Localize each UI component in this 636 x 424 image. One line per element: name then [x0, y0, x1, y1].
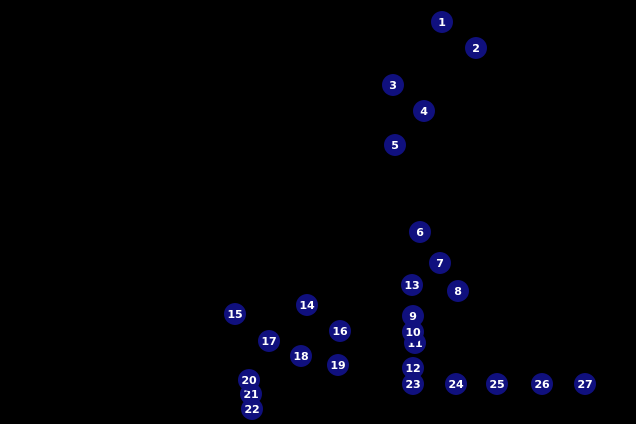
- graph-node-label: 27: [577, 377, 593, 391]
- graph-node-label: 16: [332, 324, 348, 338]
- graph-node-label: 3: [389, 78, 397, 92]
- graph-node[interactable]: 25: [486, 373, 508, 395]
- graph-node[interactable]: 4: [413, 100, 435, 122]
- graph-node-label: 9: [409, 309, 417, 323]
- graph-node-label: 5: [391, 138, 399, 152]
- graph-node-label: 6: [416, 225, 424, 239]
- graph-node-label: 4: [420, 104, 428, 118]
- graph-node[interactable]: 5: [384, 134, 406, 156]
- graph-node[interactable]: 10: [402, 321, 424, 343]
- graph-node[interactable]: 19: [327, 354, 349, 376]
- graph-node-label: 7: [436, 256, 444, 270]
- graph-node-label: 24: [448, 377, 464, 391]
- graph-node[interactable]: 13: [401, 274, 423, 296]
- graph-node-label: 20: [241, 373, 257, 387]
- graph-node-label: 17: [261, 334, 277, 348]
- graph-node-label: 11: [407, 336, 423, 350]
- graph-node[interactable]: 23: [402, 373, 424, 395]
- graph-node-label: 19: [330, 358, 346, 372]
- graph-node[interactable]: 18: [290, 345, 312, 367]
- graph-node[interactable]: 7: [429, 252, 451, 274]
- graph-node-label: 26: [534, 377, 550, 391]
- graph-node[interactable]: 3: [382, 74, 404, 96]
- graph-node[interactable]: 14: [296, 294, 318, 316]
- graph-node-label: 23: [405, 377, 421, 391]
- graph-node[interactable]: 16: [329, 320, 351, 342]
- graph-node[interactable]: 1: [431, 11, 453, 33]
- graph-node-label: 13: [404, 278, 420, 292]
- graph-node[interactable]: 27: [574, 373, 596, 395]
- graph-node[interactable]: 26: [531, 373, 553, 395]
- graph-node-label: 22: [244, 402, 260, 416]
- graph-node[interactable]: 12: [402, 357, 424, 379]
- graph-node-label: 12: [405, 361, 421, 375]
- graph-node-label: 25: [489, 377, 505, 391]
- graph-node-label: 1: [438, 15, 446, 29]
- graph-node[interactable]: 2: [465, 37, 487, 59]
- graph-node[interactable]: 6: [409, 221, 431, 243]
- graph-node[interactable]: 15: [224, 303, 246, 325]
- graph-node-label: 10: [405, 325, 421, 339]
- graph-node-label: 2: [472, 41, 480, 55]
- graph-node[interactable]: 20: [238, 369, 260, 391]
- graph-node[interactable]: 24: [445, 373, 467, 395]
- graph-node-label: 14: [299, 298, 315, 312]
- graph-node-label: 18: [293, 349, 309, 363]
- graph-node[interactable]: 8: [447, 280, 469, 302]
- graph-node-label: 21: [243, 387, 259, 401]
- graph-node[interactable]: 17: [258, 330, 280, 352]
- graph-node-label: 15: [227, 307, 243, 321]
- graph-node-label: 8: [454, 284, 462, 298]
